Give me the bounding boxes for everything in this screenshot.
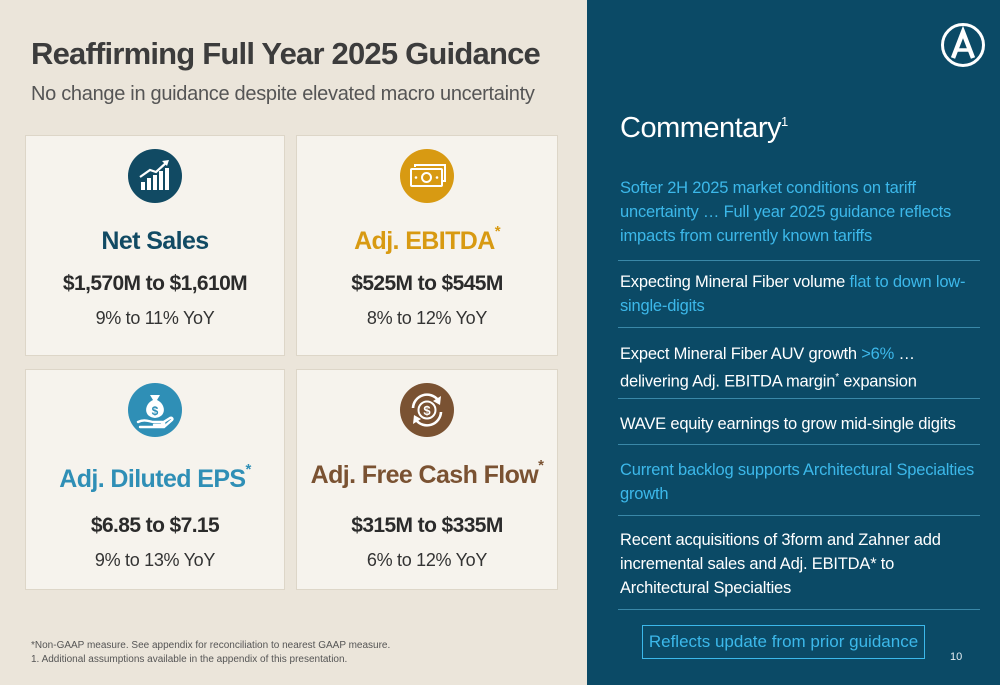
card-value: $525M to $545M <box>351 272 503 295</box>
divider <box>618 260 980 261</box>
bullet-text: … delivering Adj. EBITDA margin <box>620 345 915 391</box>
highlighted-text: Current backlog supports Architectural S… <box>620 461 975 503</box>
guidance-card-adj-diluted-eps: $ Adj. Diluted EPS* $6.85 to $7.15 9% to… <box>25 369 285 590</box>
highlighted-text: >6% <box>861 345 895 363</box>
dollar-cycle-icon: $ <box>400 383 454 437</box>
page-title: Reaffirming Full Year 2025 Guidance <box>31 36 541 71</box>
guidance-card-net-sales: Net Sales $1,570M to $1,610M 9% to 11% Y… <box>25 135 285 356</box>
bullet-text: * <box>835 372 839 383</box>
card-yoy: 6% to 12% YoY <box>366 550 488 570</box>
card-label: Adj. Free Cash Flow* <box>310 457 544 489</box>
svg-text:$: $ <box>152 404 159 418</box>
footnote-assumptions: 1. Additional assumptions available in t… <box>31 654 348 665</box>
card-label: Net Sales <box>101 227 209 255</box>
card-label: Adj. EBITDA* <box>354 223 501 255</box>
commentary-bullet: Expect Mineral Fiber AUV growth >6% … de… <box>620 342 980 394</box>
cash-stack-icon <box>400 149 454 203</box>
guidance-card-adj-free-cash-flow: $ Adj. Free Cash Flow* $315M to $335M 6%… <box>296 369 558 590</box>
highlighted-text: Softer 2H 2025 market conditions on tari… <box>620 179 952 245</box>
divider <box>618 398 980 399</box>
card-yoy: 8% to 12% YoY <box>366 308 488 328</box>
commentary-bullet: WAVE equity earnings to grow mid-single … <box>620 412 980 436</box>
footnote-non-gaap: *Non-GAAP measure. See appendix for reco… <box>31 640 391 651</box>
card-value: $315M to $335M <box>351 514 503 537</box>
commentary-bullet: Softer 2H 2025 market conditions on tari… <box>620 176 980 248</box>
card-value: $1,570M to $1,610M <box>62 272 248 295</box>
commentary-panel <box>587 0 1000 685</box>
card-label: Adj. Diluted EPS* <box>59 461 251 493</box>
commentary-bullet: Expecting Mineral Fiber volume flat to d… <box>620 270 980 318</box>
commentary-bullet: Recent acquisitions of 3form and Zahner … <box>620 528 980 600</box>
divider <box>618 515 980 516</box>
left-panel: Reaffirming Full Year 2025 Guidance No c… <box>25 36 558 665</box>
highlighted-text: flat to down low-single-digits <box>620 273 966 315</box>
money-bag-hand-icon: $ <box>128 383 182 437</box>
svg-text:$: $ <box>423 403 431 418</box>
card-yoy: 9% to 11% YoY <box>95 308 215 328</box>
card-yoy: 9% to 13% YoY <box>94 550 216 570</box>
guidance-update-legend: Reflects update from prior guidance <box>642 625 925 659</box>
bullet-text: Recent acquisitions of 3form and Zahner … <box>620 531 941 597</box>
bullet-text: Expect Mineral Fiber AUV growth <box>620 345 862 363</box>
growth-chart-icon <box>128 149 182 203</box>
commentary-bullet: Current backlog supports Architectural S… <box>620 458 980 506</box>
commentary-title: Commentary1 <box>620 112 788 144</box>
page-subtitle: No change in guidance despite elevated m… <box>31 83 535 105</box>
page-number: 10 <box>950 651 963 663</box>
guidance-card-adj-ebitda: Adj. EBITDA* $525M to $545M 8% to 12% Yo… <box>296 135 558 356</box>
divider <box>618 444 980 445</box>
divider <box>618 327 980 328</box>
bullet-text: expansion <box>838 372 917 391</box>
bullet-text: Expecting Mineral Fiber volume <box>620 273 850 291</box>
company-logo <box>940 22 986 68</box>
card-value: $6.85 to $7.15 <box>90 514 220 537</box>
divider <box>618 609 980 610</box>
bullet-text: WAVE equity earnings to grow mid-single … <box>620 415 956 433</box>
